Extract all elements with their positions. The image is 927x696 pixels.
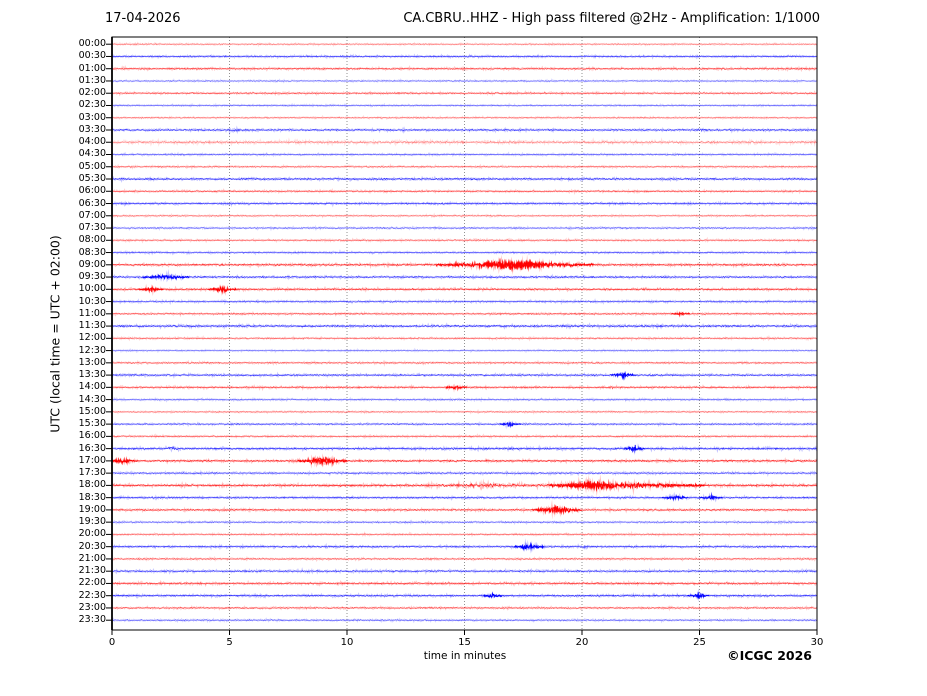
y-tick-label: 00:00: [78, 38, 106, 50]
y-tick-label: 18:30: [78, 491, 106, 503]
y-tick-label: 02:30: [78, 99, 106, 111]
x-axis-title: time in minutes: [423, 650, 507, 662]
y-tick-label: 01:00: [78, 62, 106, 74]
y-tick-label: 11:30: [78, 320, 106, 332]
y-tick-label: 14:30: [78, 393, 106, 405]
x-tick-label: 20: [575, 637, 589, 648]
y-tick-label: 16:00: [78, 430, 106, 442]
y-tick-label: 14:00: [78, 381, 106, 393]
y-tick-label: 09:00: [78, 258, 106, 270]
x-tick-label: 30: [810, 637, 824, 648]
y-tick-label: 07:00: [78, 209, 106, 221]
x-tick-label: 5: [226, 637, 233, 648]
y-tick-label: 21:00: [78, 552, 106, 564]
y-tick-label: 06:00: [78, 185, 106, 197]
y-axis-title: UTC (local time = UTC + 02:00): [47, 235, 63, 433]
y-tick-label: 17:00: [78, 454, 106, 466]
y-tick-label: 05:00: [78, 160, 106, 172]
y-tick-label: 03:00: [78, 111, 106, 123]
y-tick-label: 20:00: [78, 528, 106, 540]
y-tick-label: 11:00: [78, 307, 106, 319]
x-tick-label: 10: [340, 637, 354, 648]
y-tick-label: 22:00: [78, 577, 106, 589]
y-tick-label: 19:30: [78, 516, 106, 528]
y-tick-label: 12:00: [78, 332, 106, 344]
x-tick-label: 25: [693, 637, 706, 648]
y-tick-label: 04:30: [78, 148, 106, 160]
y-tick-label: 16:30: [78, 442, 106, 454]
y-tick-label: 21:30: [78, 565, 106, 577]
y-tick-label: 19:00: [78, 503, 106, 515]
y-tick-label: 23:30: [78, 614, 106, 626]
y-tick-label: 09:30: [78, 271, 106, 283]
y-tick-label: 22:30: [78, 589, 106, 601]
y-tick-label: 18:00: [78, 479, 106, 491]
y-tick-label: 05:30: [78, 173, 106, 184]
y-tick-label: 01:30: [78, 74, 106, 86]
y-tick-label: 03:30: [78, 123, 106, 135]
y-tick-label: 20:30: [78, 540, 106, 552]
y-tick-label: 08:30: [78, 246, 106, 258]
y-tick-label: 15:30: [78, 418, 106, 430]
y-tick-label: 07:30: [78, 222, 106, 234]
y-tick-label: 23:00: [78, 601, 106, 613]
y-tick-label: 17:30: [78, 467, 106, 479]
y-tick-label: 04:00: [78, 136, 106, 148]
y-tick-label: 13:30: [78, 369, 106, 381]
y-tick-label: 06:30: [78, 197, 106, 209]
y-tick-label: 00:30: [78, 50, 106, 62]
y-tick-label: 10:00: [78, 283, 106, 295]
y-tick-label: 10:30: [78, 295, 106, 307]
y-tick-label: 15:00: [78, 405, 106, 417]
copyright-label: ©ICGC 2026: [727, 648, 812, 663]
x-tick-label: 15: [458, 637, 471, 648]
y-tick-label: 12:30: [78, 344, 106, 356]
y-tick-label: 02:00: [78, 87, 106, 99]
y-tick-label: 08:00: [78, 234, 106, 246]
x-tick-label: 0: [108, 637, 116, 648]
y-tick-label: 13:00: [78, 356, 106, 368]
